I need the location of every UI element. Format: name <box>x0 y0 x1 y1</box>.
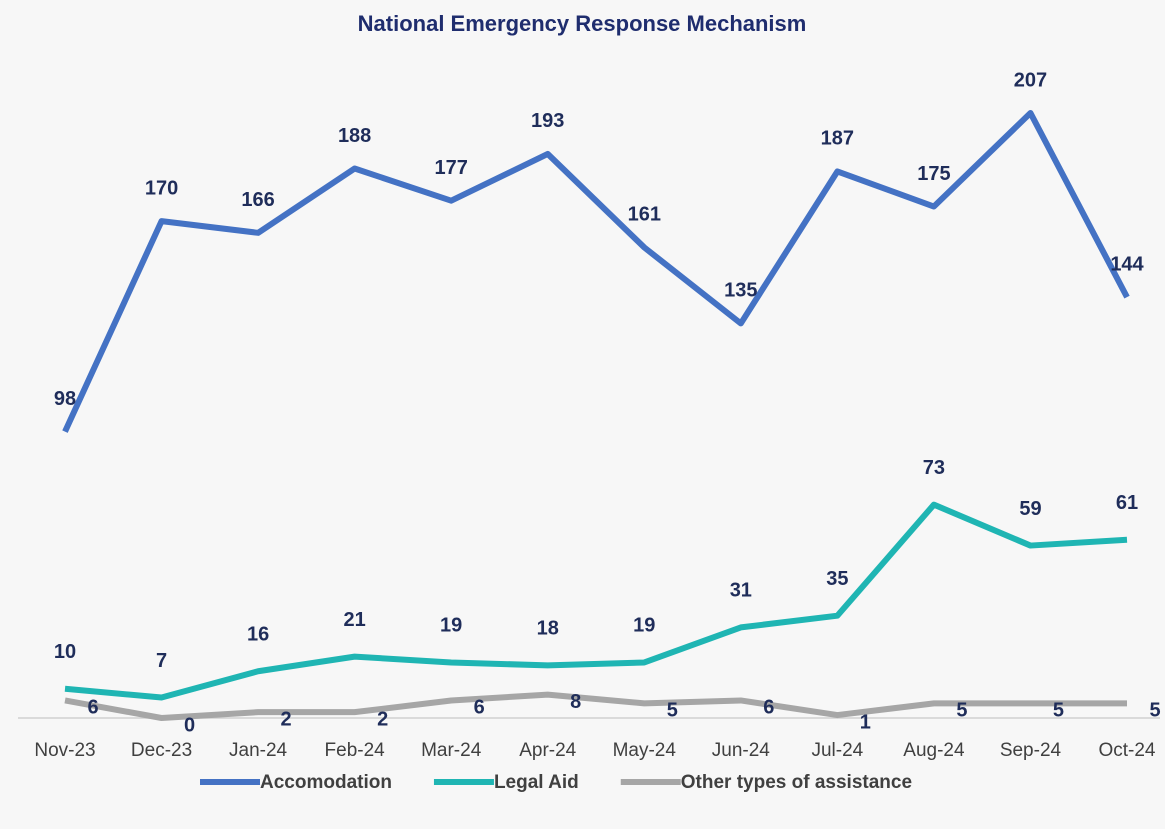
data-label: 2 <box>377 708 388 730</box>
data-label: 193 <box>531 110 564 132</box>
x-tick-label: Feb-24 <box>325 740 386 761</box>
data-label: 170 <box>145 177 178 199</box>
data-label: 7 <box>156 650 167 672</box>
x-tick-label: Aug-24 <box>903 740 965 761</box>
data-label: 177 <box>434 157 467 179</box>
series-line <box>62 110 1130 433</box>
data-label: 59 <box>1019 498 1041 520</box>
chart-title: National Emergency Response Mechanism <box>358 11 807 36</box>
x-tick-label: May-24 <box>613 740 677 761</box>
data-label: 18 <box>537 618 559 640</box>
data-label: 1 <box>860 711 871 733</box>
data-label: 6 <box>87 697 98 719</box>
x-tick-label: Mar-24 <box>421 740 482 761</box>
data-label: 35 <box>826 568 848 590</box>
data-label: 21 <box>344 609 366 631</box>
data-label: 2 <box>281 708 292 730</box>
data-label: 0 <box>184 714 195 736</box>
data-label: 207 <box>1014 69 1047 91</box>
data-label: 19 <box>633 615 655 637</box>
x-tick-label: Jul-24 <box>811 740 863 761</box>
data-label: 5 <box>1149 700 1160 722</box>
data-label: 31 <box>730 580 752 602</box>
data-label: 73 <box>923 457 945 479</box>
data-label: 6 <box>474 697 485 719</box>
legend-label: Accomodation <box>260 772 392 793</box>
data-label: 6 <box>763 697 774 719</box>
data-label: 5 <box>667 700 678 722</box>
series-line <box>64 501 1128 701</box>
data-label: 135 <box>724 280 757 302</box>
x-tick-label: Oct-24 <box>1098 740 1155 761</box>
x-tick-label: Apr-24 <box>519 740 576 761</box>
data-label: 5 <box>1053 700 1064 722</box>
data-label: 10 <box>54 641 76 663</box>
data-label: 187 <box>821 128 854 150</box>
data-label: 5 <box>956 700 967 722</box>
data-label: 61 <box>1116 492 1138 514</box>
x-tick-label: Jun-24 <box>712 740 771 761</box>
data-label: 144 <box>1110 253 1144 275</box>
data-label: 175 <box>917 163 950 185</box>
data-label: 19 <box>440 615 462 637</box>
data-label: 98 <box>54 388 76 410</box>
data-label: 188 <box>338 125 371 147</box>
data-label: 166 <box>241 189 274 211</box>
x-tick-label: Sep-24 <box>1000 740 1062 761</box>
x-tick-label: Jan-24 <box>229 740 288 761</box>
legend-label: Legal Aid <box>494 772 579 793</box>
data-label: 8 <box>570 691 581 713</box>
data-label: 161 <box>628 204 661 226</box>
x-tick-label: Dec-23 <box>131 740 192 761</box>
data-label: 16 <box>247 624 269 646</box>
legend-label: Other types of assistance <box>681 772 912 793</box>
series-line <box>64 691 1127 721</box>
x-tick-label: Nov-23 <box>34 740 95 761</box>
